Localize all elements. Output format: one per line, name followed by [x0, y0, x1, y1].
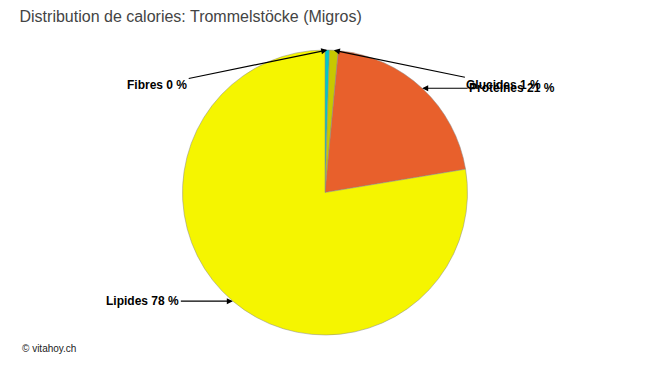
svg-text:© vitahoy.ch: © vitahoy.ch: [22, 343, 76, 354]
svg-text:Fibres 0 %: Fibres 0 %: [127, 78, 187, 92]
svg-text:Distribution de calories: Trom: Distribution de calories: Trommelstöcke …: [20, 8, 362, 25]
svg-text:Lipides 78 %: Lipides 78 %: [106, 294, 179, 308]
svg-text:Glucides 1 %: Glucides 1 %: [466, 78, 541, 92]
svg-text:Protéines 21 %: Protéines 21 %: [469, 81, 555, 95]
